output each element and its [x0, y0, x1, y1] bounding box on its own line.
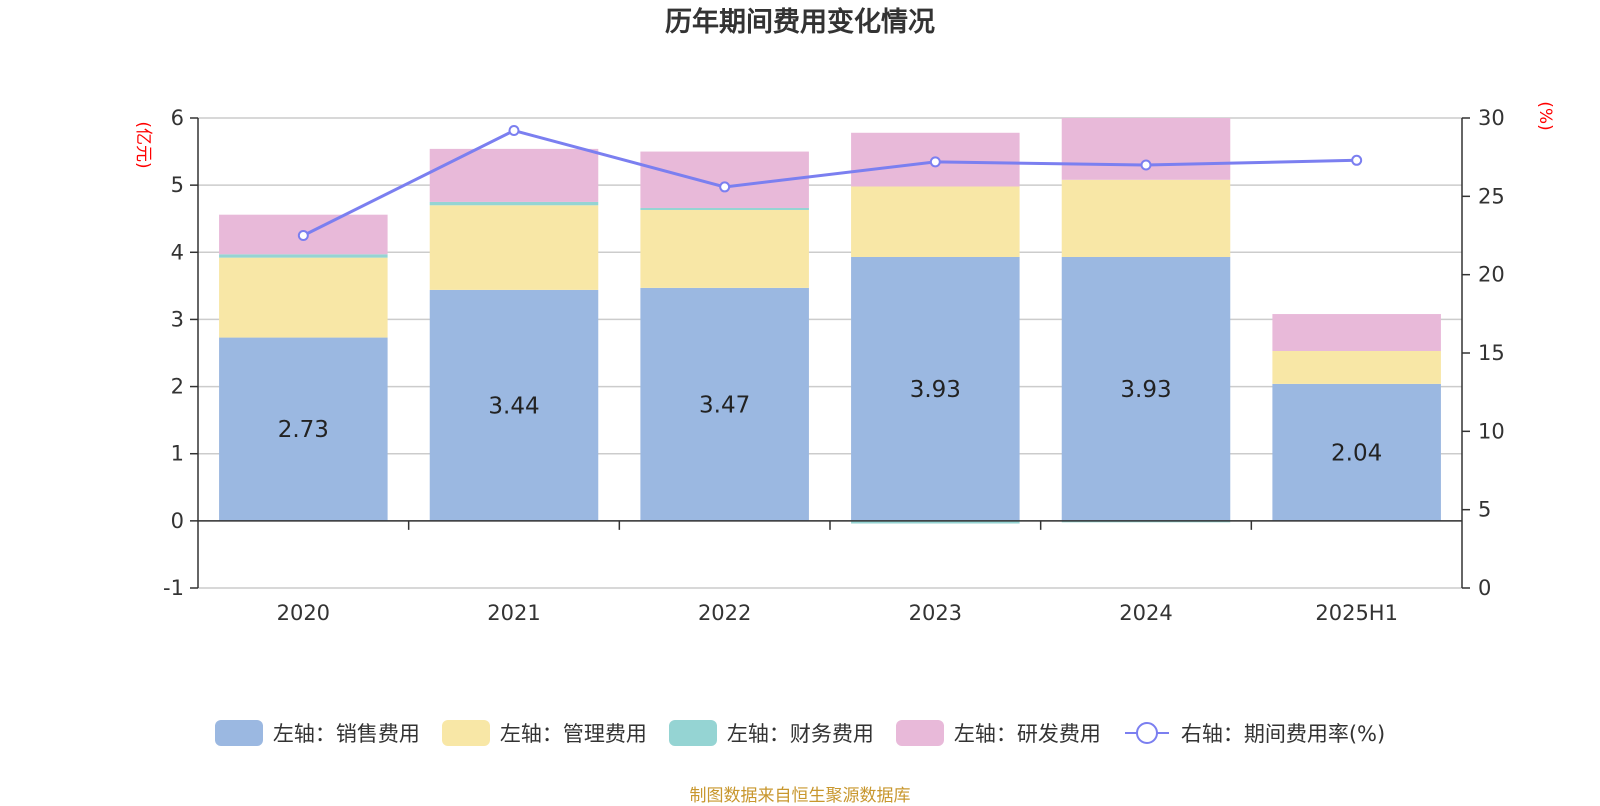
bar-segment: [219, 257, 388, 338]
label-layer: 2.73 3.44 3.47 3.93 3.93 2.04: [278, 377, 1383, 466]
source-note: 制图数据来自恒生聚源数据库: [689, 786, 911, 806]
bar-segment: [219, 254, 388, 258]
y-left-tick-label: 4: [171, 240, 184, 264]
y-right-tick-label: 25: [1478, 184, 1505, 208]
bar-segment: [1272, 350, 1441, 384]
legend-swatch: [895, 720, 944, 746]
y-left-unit-label: (亿元): [133, 121, 153, 168]
bar-segment: [640, 207, 809, 210]
rate-point: [508, 125, 520, 137]
bar-segment: [1061, 118, 1231, 180]
bar-data-label: 2.04: [1331, 440, 1382, 466]
legend-swatch: [668, 720, 717, 746]
legend-swatch: [441, 720, 490, 746]
legend-label: 右轴：期间费用率(%): [1180, 722, 1386, 746]
rate-point: [1351, 154, 1363, 166]
rate-line: [302, 128, 1357, 237]
bar-segment: [851, 186, 1020, 257]
y-left-tick-label: 0: [171, 509, 184, 533]
bar-data-label: 3.93: [1120, 377, 1171, 403]
bar-data-label: 3.44: [488, 393, 539, 419]
x-tick-label: 2020: [277, 601, 330, 625]
y-left-tick-label: 5: [171, 173, 184, 197]
legend-item[interactable]: 左轴：研发费用: [895, 718, 1101, 748]
chart-svg: 历年期间费用变化情况 (亿元) (%) -1 0 1 2 3 4 5 6 0 5 10 15 20 25 3…: [133, 6, 1555, 625]
bar-data-label: 2.73: [278, 417, 329, 443]
y-right-tick-label: 30: [1478, 106, 1505, 130]
axis-layer: -1 0 1 2 3 4 5 6 0 5 10 15 20 25 30 2020 2021 2022 2023 202…: [163, 106, 1505, 625]
x-tick-label: 2025H1: [1315, 601, 1398, 625]
bar-segment: [1272, 383, 1441, 521]
y-right-unit-label: (%): [1535, 101, 1555, 130]
legend-line-swatch: [1124, 722, 1169, 744]
bar-layer: [219, 118, 1441, 524]
y-right-tick-label: 0: [1478, 576, 1491, 600]
y-left-tick-label: 3: [171, 307, 184, 331]
y-left-tick-label: -1: [163, 576, 184, 600]
bar-data-label: 3.93: [910, 377, 961, 403]
bar-segment: [1061, 179, 1231, 257]
legend-label: 左轴：财务费用: [726, 722, 874, 746]
rate-point: [929, 156, 941, 168]
bar-segment: [640, 209, 809, 288]
legend-item[interactable]: 左轴：销售费用: [214, 718, 420, 748]
legend: 左轴：销售费用 左轴：管理费用 左轴：财务费用 左轴：研发费用 右轴：期间费用率(%): [0, 718, 1600, 748]
bar-segment: [429, 289, 599, 521]
bar-segment: [429, 201, 599, 206]
x-tick-label: 2021: [487, 601, 540, 625]
legend-label: 左轴：管理费用: [499, 722, 647, 746]
y-left-tick-label: 2: [171, 375, 184, 399]
y-right-tick-label: 20: [1478, 263, 1505, 287]
rate-point: [719, 181, 731, 193]
x-tick-label: 2022: [698, 601, 751, 625]
x-tick-label: 2023: [909, 601, 962, 625]
y-left-tick-label: 1: [171, 442, 184, 466]
chart-title: 历年期间费用变化情况: [665, 6, 935, 38]
x-tick-label: 2024: [1119, 601, 1172, 625]
legend-swatch: [214, 720, 263, 746]
bar-segment: [1061, 256, 1231, 521]
rate-point: [297, 230, 309, 241]
bar-segment: [429, 205, 599, 290]
line-layer: [297, 125, 1363, 241]
bar-segment: [851, 520, 1020, 524]
legend-item[interactable]: 右轴：期间费用率(%): [1123, 718, 1385, 748]
bar-segment: [219, 337, 388, 521]
legend-label: 左轴：研发费用: [953, 722, 1101, 746]
y-left-tick-label: 6: [171, 106, 184, 130]
bar-segment: [851, 256, 1020, 521]
bar-segment: [640, 287, 809, 521]
y-right-tick-label: 5: [1478, 498, 1491, 522]
bar-data-label: 3.47: [699, 392, 750, 418]
bar-segment: [1272, 314, 1441, 351]
rate-point: [1140, 159, 1152, 171]
y-right-tick-label: 10: [1478, 419, 1505, 443]
y-right-tick-label: 15: [1478, 341, 1505, 365]
bar-segment: [429, 148, 599, 202]
legend-item[interactable]: 左轴：财务费用: [668, 718, 874, 748]
legend-label: 左轴：销售费用: [272, 722, 420, 746]
legend-item[interactable]: 左轴：管理费用: [441, 718, 647, 748]
